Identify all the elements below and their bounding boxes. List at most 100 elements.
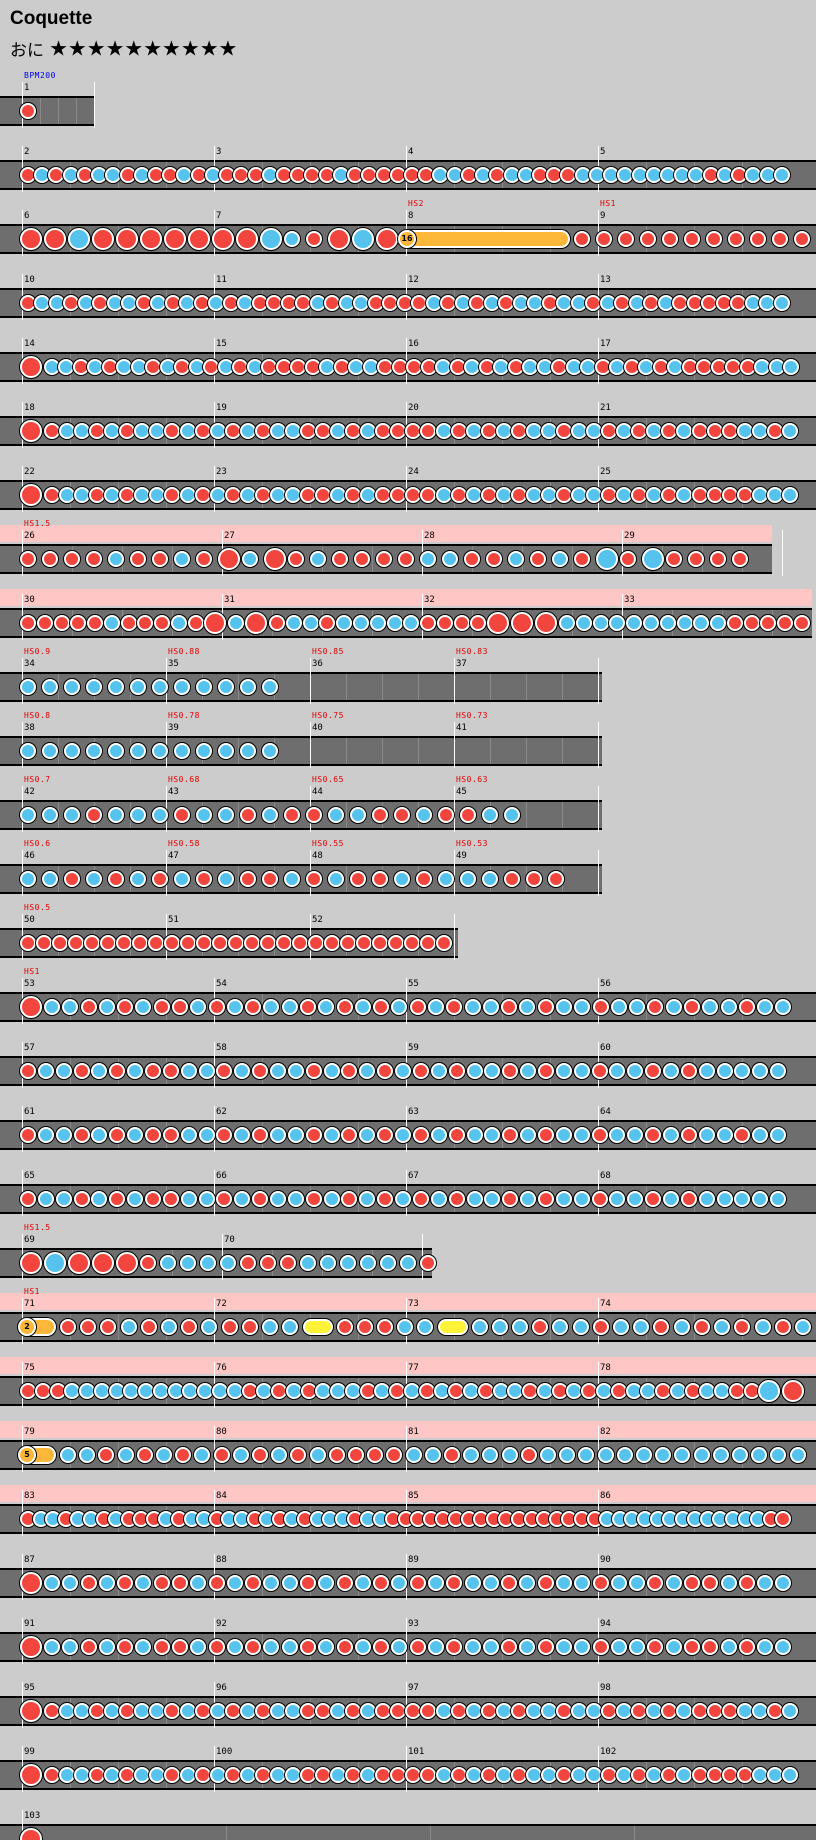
measure-number: 79 xyxy=(24,1427,35,1437)
don-note xyxy=(345,1767,362,1783)
measure-number: 93 xyxy=(408,1619,419,1629)
measure-number: 100 xyxy=(216,1747,233,1757)
ka-note xyxy=(284,231,300,247)
don-note xyxy=(640,231,656,247)
ka-note xyxy=(270,1063,287,1079)
measure-number: 67 xyxy=(408,1171,419,1181)
ka-note xyxy=(330,423,347,439)
ka-note xyxy=(91,1063,108,1079)
don-note xyxy=(181,1319,198,1335)
don-note xyxy=(300,1383,317,1399)
don-note xyxy=(345,1703,362,1719)
measure-number: 92 xyxy=(216,1619,227,1629)
measure-number: 50 xyxy=(24,915,35,925)
don-note xyxy=(688,551,704,567)
scroll-event: HS2 xyxy=(408,199,424,208)
chart-row: 99 100 101 102 xyxy=(0,1732,816,1796)
ka-note xyxy=(759,295,776,311)
don-note xyxy=(36,615,53,631)
don-note xyxy=(208,1575,225,1591)
scroll-event: HS0.5 xyxy=(24,903,51,912)
ka-note xyxy=(609,1063,626,1079)
don-note xyxy=(288,551,304,567)
ka-note xyxy=(330,1767,347,1783)
ka-note xyxy=(226,1575,243,1591)
don-note xyxy=(356,1319,373,1335)
drumroll-head: 16 xyxy=(398,230,416,248)
don-note xyxy=(73,1063,90,1079)
beat-line xyxy=(262,994,263,1020)
don-note xyxy=(336,1319,353,1335)
measure-number: 55 xyxy=(408,979,419,989)
ka-note xyxy=(20,807,36,823)
ka-note xyxy=(196,679,212,695)
don-note xyxy=(109,1063,126,1079)
beat-line xyxy=(58,866,59,892)
don-note xyxy=(240,807,256,823)
ka-note xyxy=(263,1575,280,1591)
measure-line xyxy=(406,338,407,384)
don-note xyxy=(218,548,240,570)
don-note xyxy=(254,1703,271,1719)
beat-line xyxy=(562,674,563,700)
ka-note xyxy=(134,1703,151,1719)
don-note xyxy=(556,487,572,503)
don-note xyxy=(680,1191,697,1207)
measure-number: 51 xyxy=(168,915,179,925)
don-note xyxy=(446,1575,463,1591)
ka-note xyxy=(586,1767,603,1783)
measure-line xyxy=(454,786,455,832)
don-note xyxy=(574,231,590,247)
don-note xyxy=(736,487,753,503)
don-note xyxy=(345,423,362,439)
beat-line xyxy=(262,1634,263,1660)
don-note xyxy=(511,612,534,634)
chart-row: 87 88 89 90 xyxy=(0,1540,816,1604)
ka-note xyxy=(757,999,774,1015)
don-note xyxy=(80,1639,97,1655)
don-note xyxy=(661,487,678,503)
ka-note xyxy=(428,1639,444,1655)
don-note xyxy=(702,1575,719,1591)
ka-note xyxy=(627,1127,644,1143)
beat-line xyxy=(634,1826,635,1840)
don-note xyxy=(376,1319,393,1335)
don-note xyxy=(535,612,558,634)
don-note xyxy=(436,935,452,951)
ka-note xyxy=(134,487,151,503)
don-note xyxy=(631,1767,648,1783)
ka-note xyxy=(196,743,212,759)
ka-note xyxy=(44,1639,60,1655)
don-note xyxy=(502,1063,519,1079)
ka-note xyxy=(86,679,102,695)
don-note xyxy=(398,551,414,567)
don-note xyxy=(480,423,497,439)
measure-line xyxy=(598,658,599,704)
ka-note xyxy=(540,487,557,503)
ka-note xyxy=(484,1127,501,1143)
don-note xyxy=(356,935,372,951)
don-note xyxy=(306,871,322,887)
ka-note xyxy=(336,615,353,631)
ka-note xyxy=(98,1575,115,1591)
ka-note xyxy=(574,1575,591,1591)
ka-note xyxy=(482,807,498,823)
ka-note xyxy=(149,1767,166,1783)
don-note xyxy=(164,228,186,250)
don-note xyxy=(772,231,788,247)
don-note xyxy=(448,1063,465,1079)
ka-note xyxy=(596,1383,612,1399)
measure-number: 37 xyxy=(456,659,467,669)
don-note xyxy=(777,615,794,631)
don-note xyxy=(345,487,362,503)
ka-note xyxy=(42,807,58,823)
ka-note xyxy=(20,743,36,759)
don-note xyxy=(292,935,308,951)
ka-note xyxy=(262,679,278,695)
ka-note xyxy=(287,1063,304,1079)
ka-note xyxy=(559,615,576,631)
ka-note xyxy=(270,1127,287,1143)
don-note xyxy=(153,999,170,1015)
measure-line xyxy=(214,1426,215,1472)
ka-note xyxy=(281,1639,298,1655)
